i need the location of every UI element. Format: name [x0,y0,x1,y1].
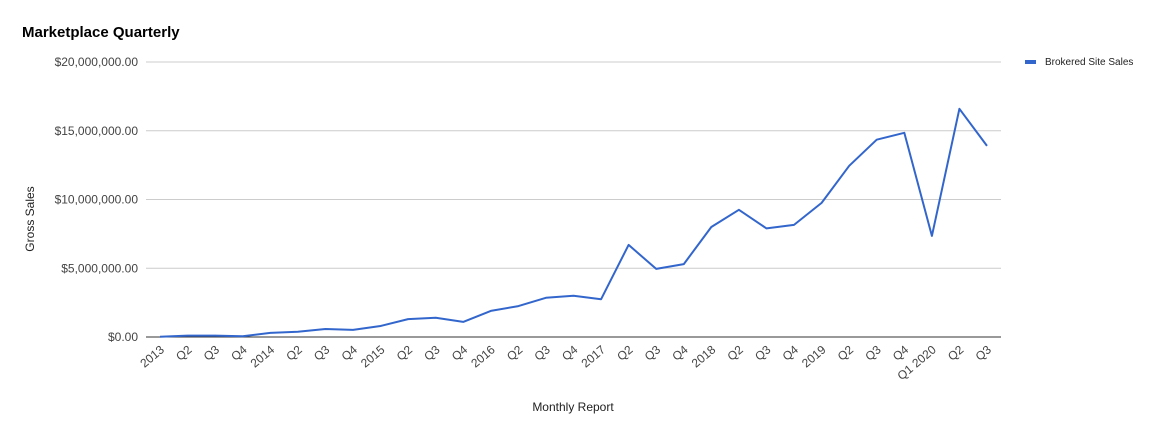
x-tick-label: 2013 [137,342,167,370]
x-tick-label: 2016 [468,342,498,370]
x-tick-label: 2015 [358,342,388,370]
y-tick-label: $20,000,000.00 [55,55,139,69]
legend-label: Brokered Site Sales [1045,57,1133,68]
y-tick-label: $5,000,000.00 [61,261,138,275]
x-tick-label: Q2 [504,342,526,363]
x-tick-label: Q2 [283,342,305,363]
x-tick-label: Q4 [449,342,471,363]
x-tick-label: Q2 [835,342,857,363]
x-tick-label: Q3 [421,342,443,363]
x-tick-label: Q4 [339,342,361,363]
y-tick-label: $10,000,000.00 [55,193,139,207]
x-tick-label: Q3 [642,342,664,363]
chart-title: Marketplace Quarterly [22,24,180,41]
x-tick-label: 2019 [799,342,829,370]
x-tick-label: Q2 [394,342,416,363]
x-tick-label: Q3 [532,342,554,363]
x-tick-label: Q4 [559,342,581,363]
x-axis-label: Monthly Report [532,400,614,414]
x-tick-label: 2018 [689,342,719,370]
x-tick-label: Q3 [752,342,774,363]
x-tick-label: Q2 [725,342,747,363]
x-tick-label: Q4 [669,342,691,363]
x-tick-label: Q3 [311,342,333,363]
x-tick-label: Q2 [614,342,636,363]
x-tick-label: Q4 [228,342,250,363]
y-axis-label: Gross Sales [23,186,37,251]
line-series [159,107,988,338]
y-tick-label: $0.00 [108,330,138,344]
x-tick-label: 2017 [579,342,609,370]
x-tick-label: Q4 [780,342,802,363]
x-tick-label: Q3 [862,342,884,363]
x-tick-label: Q2 [945,342,967,363]
x-tick-label: 2014 [248,342,278,370]
legend-swatch [1025,60,1036,64]
y-tick-label: $15,000,000.00 [55,124,139,138]
x-tick-label: Q3 [201,342,223,363]
x-tick-label: Q3 [973,342,995,363]
x-tick-label: Q2 [173,342,195,363]
